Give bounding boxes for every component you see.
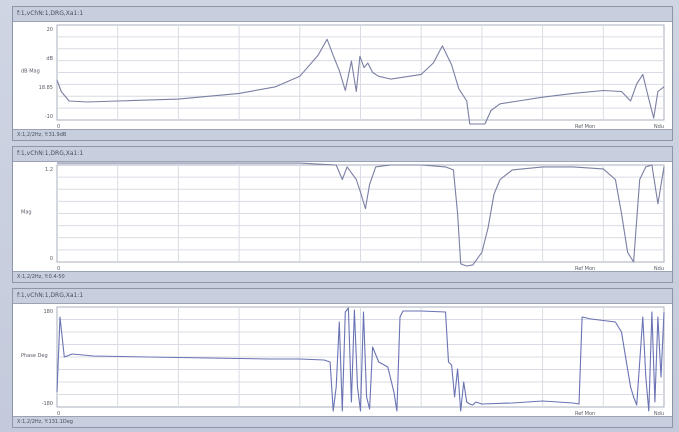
magnitude-linear-panel: f:1,vChN:1,DRG,Xa1:1 1.2 0 Mag 0 Ref Mon Ndu … [12,146,673,283]
panel-footer: X:1,2/2Hz, Y:31.9dB [13,129,672,140]
panel-header: f:1,vChN:1,DRG,Xa1:1 [13,147,672,162]
panel-footer: X:1,2/2Hz, Y:131.1Deg [13,416,672,427]
series-line [56,38,665,125]
magnitude-linear-plot[interactable]: 1.2 0 Mag 0 Ref Mon Ndu [13,161,672,272]
magnitude-db-panel: f:1,vChN:1,DRG,Xa1:1 20 dB 18.85 -10 dB Mag 0… [12,6,673,141]
y-tick-label: 180 [43,309,53,315]
magnitude-db-plot[interactable]: 20 dB 18.85 -10 dB Mag 0 Ref Mon Ndu [13,21,672,130]
y-axis-label: Phase Deg [21,353,48,359]
series-line [57,162,665,267]
series-line [56,307,665,412]
x-tick-right: Ndu [654,411,664,417]
x-tick-left: 0 [57,124,60,130]
y-tick-label: 18.85 [39,85,53,91]
x-tick-mid: Ref Mon [575,266,595,272]
y-tick-label: 0 [50,256,53,262]
x-tick-left: 0 [57,266,60,272]
y-tick-label: 1.2 [45,167,53,173]
x-tick-right: Ndu [654,124,664,130]
panel-header: f:1,vChN:1,DRG,Xa1:1 [13,289,672,304]
y-axis-label: dB Mag [21,69,40,75]
panel-header: f:1,vChN:1,DRG,Xa1:1 [13,7,672,22]
panel-footer: X:1,2/2Hz, Y:0.4-50 [13,271,672,282]
phase-panel: f:1,vChN:1,DRG,Xa1:1 180 -180 Phase Deg 0 Re… [12,288,673,428]
y-tick-label: -10 [45,114,53,120]
y-axis-label: Mag [21,210,32,216]
y-tick-label: dB [46,56,53,62]
x-tick-mid: Ref Mon [575,411,595,417]
x-tick-left: 0 [57,411,60,417]
y-tick-label: -180 [42,401,53,407]
x-tick-right: Ndu [654,266,664,272]
phase-plot[interactable]: 180 -180 Phase Deg 0 Ref Mon Ndu [13,303,672,417]
x-tick-mid: Ref Mon [575,124,595,130]
y-tick-label: 20 [47,27,53,33]
